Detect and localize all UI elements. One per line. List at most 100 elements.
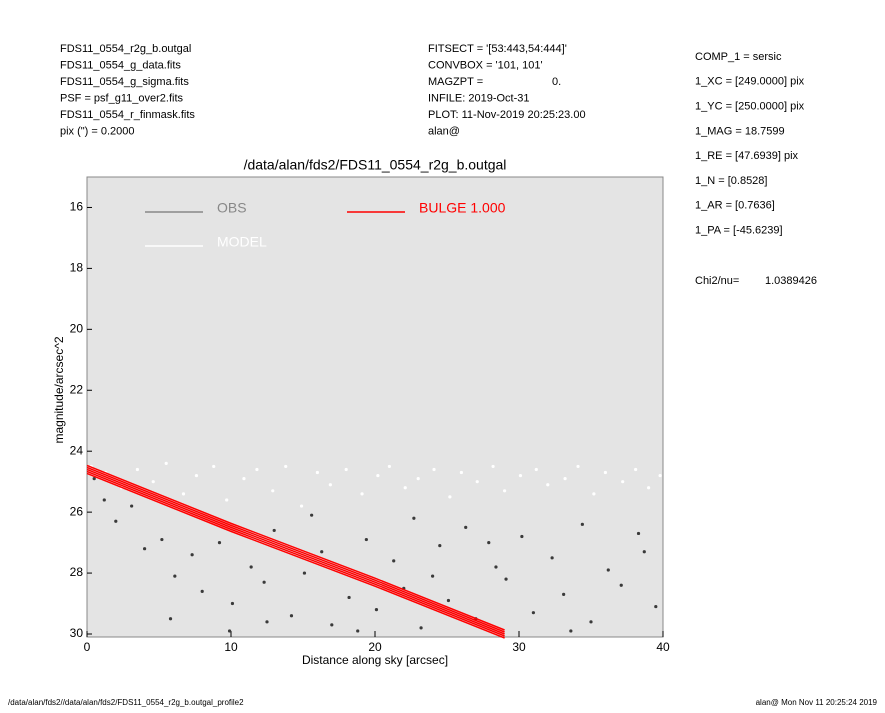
data-point (310, 513, 314, 517)
data-point (438, 544, 442, 548)
model-component (86, 464, 505, 631)
data-point (360, 492, 364, 496)
parameter: 1_RE = [47.6939] pix (695, 150, 799, 162)
data-point (562, 592, 566, 596)
data-point (487, 541, 491, 545)
header-line: FDS11_0554_g_sigma.fits (60, 76, 189, 88)
header-line: pix (") = 0.2000 (60, 125, 135, 137)
data-point (531, 611, 536, 615)
data-point (190, 553, 194, 557)
parameter: COMP_1 = sersic (695, 51, 782, 63)
y-tick-label: 24 (70, 443, 84, 457)
data-point (546, 483, 550, 487)
x-axis-label: Distance along sky [arcsec] (302, 653, 448, 667)
y-tick-label: 28 (70, 565, 84, 579)
y-tick-label: 22 (70, 382, 84, 396)
header-value: 0. (552, 76, 561, 88)
data-point (200, 589, 204, 593)
data-point (634, 467, 638, 472)
model-component (86, 472, 505, 639)
data-point (374, 608, 379, 612)
data-point (647, 486, 651, 490)
parameter: 1_N = [0.8528] (695, 175, 767, 187)
data-point (92, 477, 96, 481)
data-point (592, 492, 596, 496)
data-point (658, 473, 662, 478)
header-line: INFILE: 2019-Oct-31 (428, 92, 530, 104)
model-component (86, 470, 505, 637)
data-point (432, 467, 436, 472)
data-point (217, 541, 222, 545)
data-point (416, 477, 420, 481)
data-point (102, 498, 106, 502)
data-point (431, 574, 435, 578)
header-line: PSF = psf_g11_over2.fits (60, 92, 184, 104)
data-point (446, 598, 451, 603)
data-point (230, 601, 235, 606)
data-point (364, 537, 368, 542)
legend-label: MODEL (217, 234, 267, 250)
data-point (347, 595, 351, 600)
data-point (114, 519, 118, 523)
data-point (344, 467, 348, 472)
data-point (518, 473, 523, 478)
data-point (262, 580, 266, 584)
header-line: FDS11_0554_r2g_b.outgal (60, 43, 191, 55)
model-component (86, 468, 505, 635)
data-point (494, 565, 498, 569)
header-line: FDS11_0554_g_data.fits (60, 59, 181, 71)
y-tick-label: 30 (70, 626, 84, 640)
data-point (299, 504, 304, 508)
data-point (271, 489, 275, 493)
data-point (168, 617, 173, 621)
model-component (86, 466, 505, 633)
parameter: 1_XC = [249.0000] pix (695, 76, 805, 88)
data-point (356, 629, 360, 633)
header-line: MAGZPT = (428, 76, 483, 88)
data-point (464, 525, 468, 529)
data-point (419, 626, 423, 630)
data-point (194, 473, 199, 478)
data-point (459, 470, 463, 475)
data-point (387, 464, 391, 469)
data-point (520, 534, 524, 539)
plot-area (86, 176, 664, 638)
data-point (412, 516, 416, 520)
data-point (212, 464, 216, 469)
data-point (392, 559, 396, 563)
parameter: 1_MAG = 18.7599 (695, 125, 785, 137)
x-tick-label: 0 (84, 640, 91, 654)
data-point (606, 568, 610, 572)
header-line: CONVBOX = '101, 101' (428, 59, 543, 71)
data-point (249, 565, 253, 569)
data-point (550, 556, 554, 560)
x-tick-label: 30 (512, 640, 526, 654)
data-point (242, 477, 246, 481)
data-point (330, 623, 334, 627)
data-point (619, 583, 623, 587)
data-point (376, 473, 380, 478)
data-point (272, 528, 276, 533)
data-point (475, 480, 479, 484)
chi2-label: Chi2/nu= (695, 275, 739, 287)
data-point (302, 571, 307, 575)
data-point (289, 614, 294, 618)
data-point (563, 477, 567, 481)
data-point (603, 470, 608, 475)
legend-label: OBS (217, 200, 247, 216)
data-point (403, 486, 407, 490)
chi2-value: 1.0389426 (765, 275, 817, 287)
data-point (654, 604, 658, 609)
data-point (448, 495, 452, 499)
data-point (569, 629, 573, 633)
data-point (284, 464, 288, 469)
x-tick-label: 40 (656, 640, 670, 654)
parameter: 1_AR = [0.7636] (695, 200, 775, 212)
chart-title: /data/alan/fds2/FDS11_0554_r2g_b.outgal (244, 157, 507, 173)
footer-right: alan@ Mon Nov 11 20:25:24 2019 (756, 698, 878, 707)
data-point (580, 522, 584, 526)
data-point (143, 547, 147, 551)
data-point (227, 629, 232, 633)
data-point (265, 620, 269, 624)
